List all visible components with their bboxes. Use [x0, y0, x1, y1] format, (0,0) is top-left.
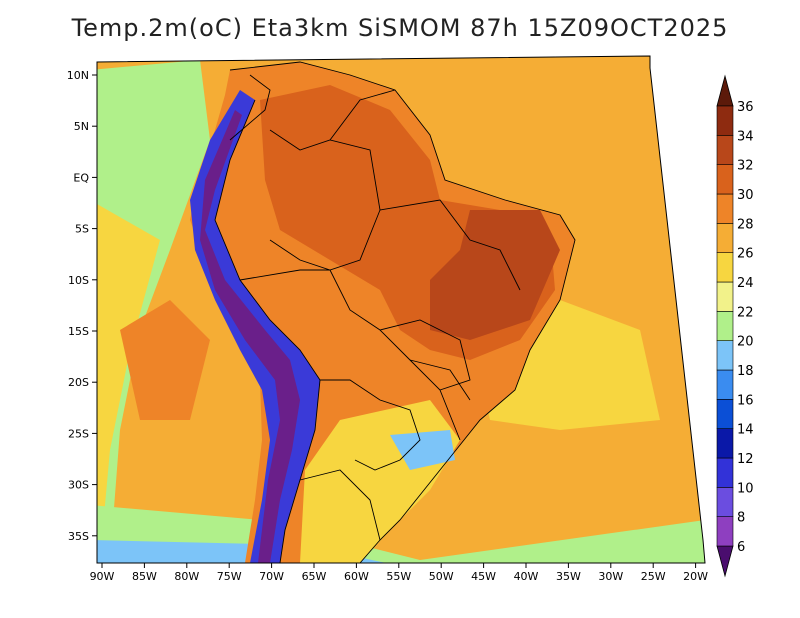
hottest-interior-region	[430, 210, 560, 340]
colorbar-box	[716, 369, 734, 400]
lon-tick-label: 45W	[471, 570, 496, 583]
colorbar-box	[716, 399, 734, 429]
southern-highlands-cold	[390, 430, 455, 470]
colorbar-box	[716, 252, 734, 283]
lon-tick-label: 70W	[259, 570, 284, 583]
lat-tick-label: 35S	[68, 530, 89, 543]
lon-tick-label: 25W	[641, 570, 666, 583]
colorbar: 6 8 10 12 14 16 18 20 22 24 26 28 30 32 34 36	[716, 74, 754, 578]
lat-tick-label: 30S	[68, 479, 89, 492]
country-borders	[214, 61, 576, 563]
pacific-cool-region	[97, 60, 210, 560]
lon-tick-label: 80W	[174, 570, 199, 583]
map-field	[97, 56, 705, 563]
colorbar-label: 6	[737, 540, 745, 555]
lat-tick-label: 25S	[68, 427, 89, 440]
colorbar-label: 12	[737, 452, 754, 467]
lat-tick-label: 10N	[67, 69, 89, 82]
lat-tick-label: 20S	[68, 376, 89, 389]
latitude-axis: 10N 5N EQ 5S 10S 15S 20S 25S 30S 35S	[67, 69, 97, 543]
lon-tick-label: 65W	[302, 570, 327, 583]
colorbar-label: 14	[737, 423, 754, 438]
colorbar-label: 36	[737, 100, 754, 115]
lon-tick-label: 90W	[90, 570, 115, 583]
colorbar-box	[716, 193, 734, 224]
lon-tick-label: 40W	[514, 570, 539, 583]
colorbar-box	[716, 487, 734, 517]
lat-tick-label: 15S	[68, 325, 89, 338]
colorbar-box	[716, 281, 734, 312]
colorbar-label: 32	[737, 159, 754, 174]
colorbar-box	[716, 340, 734, 371]
colorbar-box	[716, 428, 734, 459]
pacific-mild-region	[97, 200, 160, 560]
colorbar-box	[716, 457, 734, 488]
colorbar-label: 26	[737, 247, 754, 262]
colorbar-box	[716, 311, 734, 341]
colorbar-box	[716, 105, 734, 136]
lat-tick-label: 5S	[75, 223, 89, 236]
colorbar-label: 10	[737, 481, 754, 496]
lat-tick-label: EQ	[73, 171, 89, 184]
map-frame	[96, 55, 706, 564]
colorbar-label: 28	[737, 217, 754, 232]
lat-tick-label: 5N	[74, 120, 89, 133]
map-title: Temp.2m(oC) Eta3km SiSMOM 87h 15Z09OCT20…	[71, 14, 729, 42]
lon-tick-label: 30W	[598, 570, 623, 583]
colorbar-label: 34	[737, 129, 754, 144]
colorbar-low-arrow	[716, 545, 734, 578]
colorbar-label: 30	[737, 188, 754, 203]
colorbar-label: 18	[737, 364, 754, 379]
colorbar-box	[716, 223, 734, 253]
colorbar-box	[716, 164, 734, 195]
lat-tick-label: 10S	[68, 274, 89, 287]
colorbar-label: 20	[737, 335, 754, 350]
lon-tick-label: 35W	[556, 570, 581, 583]
pacific-warm-region	[120, 300, 210, 420]
colorbar-label: 8	[737, 511, 745, 526]
colorbar-label: 22	[737, 305, 754, 320]
colorbar-box	[716, 516, 734, 547]
andes-coldest-region	[200, 110, 300, 563]
lon-tick-label: 60W	[344, 570, 369, 583]
colorbar-label: 24	[737, 276, 754, 291]
lon-tick-label: 85W	[132, 570, 157, 583]
colorbar-high-arrow	[716, 74, 734, 107]
colorbar-box	[716, 135, 734, 165]
lon-tick-label: 55W	[386, 570, 411, 583]
lon-tick-label: 75W	[217, 570, 242, 583]
colorbar-label: 16	[737, 393, 754, 408]
lon-tick-label: 20W	[683, 570, 708, 583]
lon-tick-label: 50W	[429, 570, 454, 583]
longitude-axis: 90W 85W 80W 75W 70W 65W 60W 55W 50W 45W 40W 35W 30W 2…	[90, 563, 708, 583]
